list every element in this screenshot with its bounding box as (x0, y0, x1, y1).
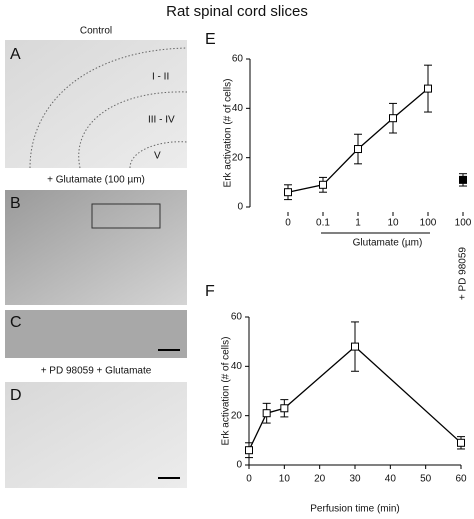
x-tick-label: 0 (246, 474, 252, 485)
region-label: I - II (152, 72, 169, 83)
y-tick-label: 40 (232, 103, 244, 114)
marker (262, 409, 271, 418)
micrograph (5, 310, 187, 358)
marker (351, 342, 359, 351)
annotation: + PD 98059 (458, 247, 469, 301)
region-label: V (154, 151, 161, 162)
marker (389, 114, 397, 123)
marker (457, 438, 465, 447)
x-tick-label: 1 (355, 218, 361, 229)
panel-letter: E (205, 31, 216, 48)
x-tick-label: 30 (349, 474, 361, 485)
marker (459, 175, 467, 184)
panel-letter: D (10, 387, 22, 404)
panel-letter: F (205, 283, 215, 300)
marker (319, 180, 327, 189)
y-tick-label: 20 (231, 410, 243, 421)
x-tick-label: 50 (420, 474, 432, 485)
region-label: III - IV (148, 115, 175, 126)
micrograph (5, 40, 187, 168)
region-boundary (129, 141, 188, 169)
micrograph (5, 382, 187, 488)
x-tick-label: 10 (279, 474, 291, 485)
marker (284, 188, 292, 197)
y-tick-label: 60 (232, 54, 244, 65)
y-tick-label: 60 (231, 312, 243, 323)
panel-letter: A (10, 46, 21, 63)
y-tick-label: 40 (231, 361, 243, 372)
micrograph (5, 190, 187, 305)
panel-letter: B (10, 195, 21, 212)
marker (245, 446, 253, 455)
x-tick-label: 0 (285, 218, 291, 229)
x-tick-label: 40 (385, 474, 397, 485)
annotation: Glutamate (µm) (353, 238, 423, 249)
y-axis-label: Erk activation (# of cells) (223, 79, 234, 188)
y-tick-label: 0 (236, 460, 242, 471)
panel-letter: C (10, 314, 22, 331)
panel-caption: Control (80, 26, 112, 37)
x-tick-label: 100 (420, 218, 437, 229)
marker (424, 84, 432, 93)
x-tick-label: 0.1 (316, 218, 330, 229)
y-tick-label: 0 (237, 202, 243, 213)
x-tick-label: 100 (455, 218, 472, 229)
region-boundary (29, 47, 188, 169)
y-tick-label: 20 (232, 152, 244, 163)
panel-caption: + Glutamate (100 µm) (47, 175, 145, 186)
marker (280, 404, 289, 413)
x-tick-label: 60 (455, 474, 467, 485)
y-axis-label: Erk activation (# of cells) (221, 337, 232, 446)
x-axis-label: Perfusion time (min) (310, 504, 399, 515)
panel-caption: + PD 98059 + Glutamate (41, 366, 152, 377)
x-tick-label: 20 (314, 474, 326, 485)
figure-title: Rat spinal cord slices (166, 3, 308, 20)
x-tick-label: 10 (387, 218, 399, 229)
marker (354, 145, 362, 154)
inset-box (91, 203, 161, 229)
